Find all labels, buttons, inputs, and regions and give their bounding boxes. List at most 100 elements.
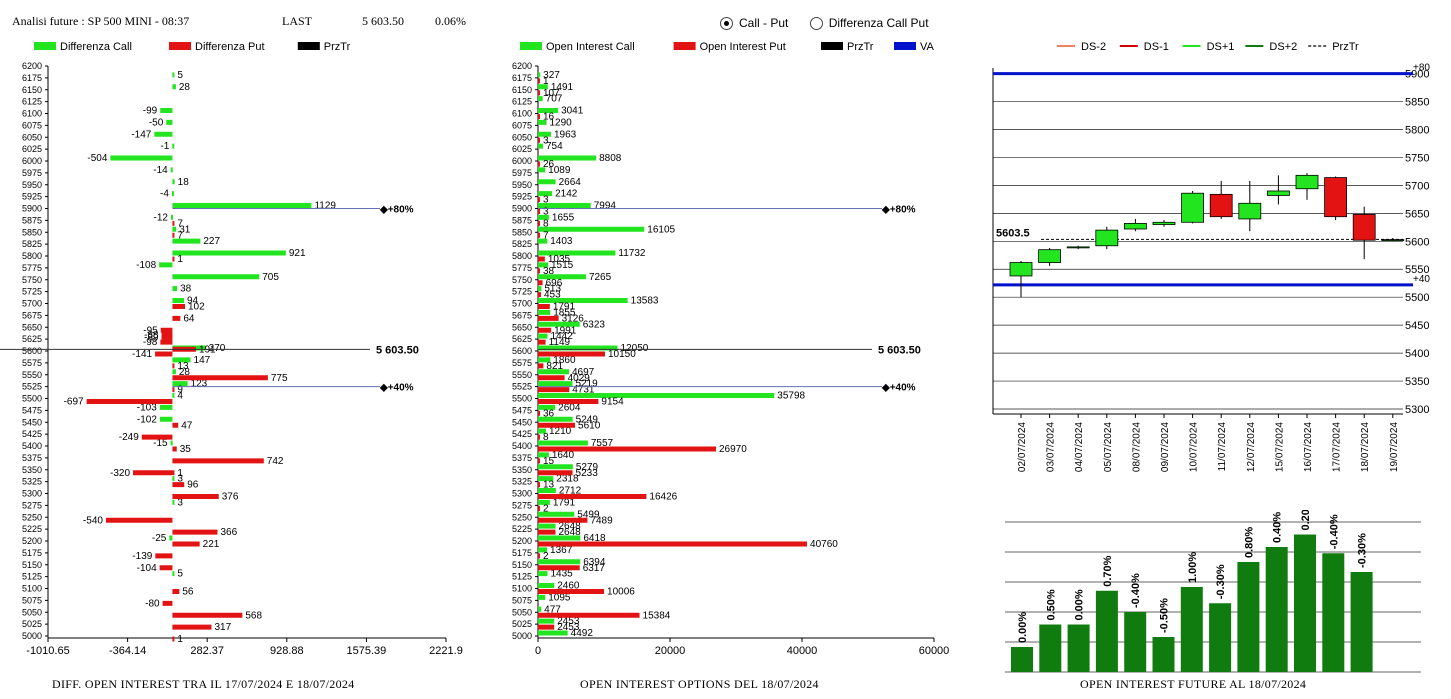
y-tick-label: 5625 xyxy=(22,334,42,344)
bar-value-label: 327 xyxy=(543,70,560,81)
bar-value-label: 1 xyxy=(543,76,549,87)
bar-value-label: 5499 xyxy=(577,509,600,520)
bar-value-label: 35798 xyxy=(777,391,805,402)
bar-value-label: 477 xyxy=(544,604,561,615)
bar-value-label: 1855 xyxy=(553,307,576,318)
put-bar xyxy=(538,268,540,274)
call-bar xyxy=(538,523,556,529)
y-tick-label: 5750 xyxy=(22,275,42,285)
legend-label-2: PrzTr xyxy=(324,41,351,53)
bar-value-label: 1129 xyxy=(314,201,336,212)
y-tick-label: 5300 xyxy=(22,489,42,499)
call-bar xyxy=(538,226,645,232)
legend-label-1: Open Interest Put xyxy=(700,41,786,53)
call-bar xyxy=(159,416,173,422)
put-bar xyxy=(538,90,540,96)
y-tick-label: 5450 xyxy=(1405,320,1429,332)
bar-value-label: 26970 xyxy=(719,444,747,455)
bar-value-label: 7557 xyxy=(591,438,614,449)
legend-swatch-2 xyxy=(297,42,320,50)
bar-value-label: 11732 xyxy=(618,248,646,259)
y-tick-label: 5225 xyxy=(22,524,42,534)
bar-value-label: 38 xyxy=(180,284,192,295)
put-bar xyxy=(172,422,179,428)
call-bar xyxy=(538,179,556,185)
put-bar xyxy=(538,624,555,630)
bar-value-label: 1655 xyxy=(552,212,575,223)
bar-value-label: 7489 xyxy=(590,515,613,526)
call-bar xyxy=(538,583,555,588)
price-line-label: 5 603.50 xyxy=(376,344,419,356)
future-oi-label: 0.00% xyxy=(1074,589,1086,620)
put-bar xyxy=(538,339,546,345)
bar-value-label: 107 xyxy=(543,88,560,99)
y-tick-label: 5875 xyxy=(512,215,532,225)
bar-value-label: 696 xyxy=(546,278,563,289)
y-tick-label: 6075 xyxy=(512,120,532,130)
call-bar xyxy=(538,345,618,351)
bar-value-label: 1491 xyxy=(551,82,574,93)
call-bar xyxy=(538,428,546,434)
put-bar xyxy=(538,434,540,440)
future-oi-label: -0.50% xyxy=(1159,598,1171,633)
y-tick-label: 5075 xyxy=(22,595,42,605)
bar-value-label: 1095 xyxy=(548,592,571,603)
call-bar xyxy=(538,155,597,161)
bar-value-label: 775 xyxy=(271,373,288,384)
bar-value-label: 5 xyxy=(177,569,183,580)
bar-value-label: 7 xyxy=(543,230,549,241)
bar-value-label: 1442 xyxy=(551,331,574,342)
bar-value-label: 26 xyxy=(543,159,555,170)
y-tick-label: 5550 xyxy=(22,370,42,380)
future-oi-bar xyxy=(1095,590,1118,672)
bar-value-label: 4731 xyxy=(572,385,595,396)
put-bar xyxy=(172,470,175,476)
y-tick-label: 5850 xyxy=(512,227,532,237)
candle-body xyxy=(1095,229,1119,247)
put-bar xyxy=(538,78,540,84)
bar-value-label: -98 xyxy=(143,337,158,348)
bar-value-label: -12 xyxy=(154,212,169,223)
x-tick-label: 09/07/2024 xyxy=(1160,422,1171,472)
y-tick-label: 5400 xyxy=(512,441,532,451)
va-band-label: +40 xyxy=(1413,274,1430,285)
y-tick-label: 5000 xyxy=(22,631,42,641)
call-bar xyxy=(538,262,548,268)
y-tick-label: 5900 xyxy=(1405,69,1429,81)
y-tick-label: 6150 xyxy=(512,85,532,95)
y-tick-label: 5050 xyxy=(22,607,42,617)
put-bar xyxy=(162,600,173,606)
put-bar xyxy=(160,327,173,333)
bar-value-label: 56 xyxy=(182,587,194,598)
bar-value-label: 3 xyxy=(177,474,183,485)
radio-call-put[interactable]: Call - Put xyxy=(720,16,788,30)
legend-swatch-2 xyxy=(821,42,843,50)
y-tick-label: 5525 xyxy=(512,382,532,392)
call-bar xyxy=(172,476,175,482)
bar-value-label: -88 xyxy=(144,330,159,341)
bar-value-label: -249 xyxy=(119,432,139,443)
bar-value-label: 3 xyxy=(543,195,549,206)
y-tick-label: 5975 xyxy=(512,168,532,178)
legend-label-0: DS-2 xyxy=(1081,41,1106,53)
call-bar xyxy=(538,606,542,612)
x-tick-label: 04/07/2024 xyxy=(1074,422,1085,472)
y-tick-label: 5000 xyxy=(512,631,532,641)
radio-diff-call-put[interactable]: Differenza Call Put xyxy=(809,16,929,30)
instrument-title: Analisi future : SP 500 MINI - 08:37 xyxy=(12,14,190,28)
bar-value-label: 15 xyxy=(543,456,555,467)
bar-value-label: 1 xyxy=(177,634,183,645)
y-tick-label: 6175 xyxy=(22,73,42,83)
legend-label-1: DS-1 xyxy=(1144,41,1169,53)
bar-value-label: 270 xyxy=(209,343,226,354)
price-line-label: 5603.5 xyxy=(996,227,1030,239)
call-bar xyxy=(166,119,173,125)
bar-value-label: -50 xyxy=(149,117,164,128)
radio-dot-icon xyxy=(809,16,823,30)
y-tick-label: 5975 xyxy=(22,168,42,178)
bar-value-label: 35 xyxy=(180,444,192,455)
call-bar xyxy=(538,476,554,482)
bar-value-label: 6418 xyxy=(583,533,606,544)
bar-value-label: 94 xyxy=(187,296,199,307)
y-tick-label: 5600 xyxy=(22,346,42,356)
